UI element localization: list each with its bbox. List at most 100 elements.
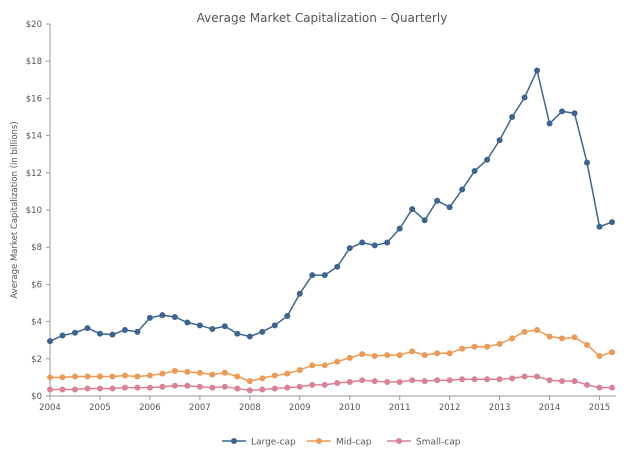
data-point [484,156,491,163]
y-tick-label: $0 [31,392,42,402]
data-point [421,378,428,385]
x-tick-label: 2006 [139,403,161,413]
x-tick-label: 2013 [489,403,511,413]
data-point [284,370,291,377]
data-point [121,384,128,391]
data-point [396,379,403,386]
data-point [534,373,541,380]
data-point [421,352,428,359]
data-point [496,137,503,144]
y-tick-label: $14 [26,132,42,142]
data-point [584,381,591,388]
data-point [246,333,253,340]
data-point [84,325,91,332]
x-tick-label: 2004 [39,403,61,413]
data-point [234,385,241,392]
data-point [559,335,566,342]
data-point [409,348,416,355]
legend-marker [316,438,322,444]
data-point [121,326,128,333]
data-point [346,354,353,361]
legend: Large-cap Mid-cap Small-cap [222,438,461,448]
y-tick-label: $18 [26,57,42,67]
data-point [371,378,378,385]
data-point [146,314,153,321]
data-point [434,377,441,384]
data-point [271,372,278,379]
data-point [71,373,78,380]
data-point [146,372,153,379]
data-point [246,378,253,385]
data-point [596,223,603,230]
data-point [409,377,416,384]
data-point [521,94,528,101]
data-point [521,328,528,335]
x-tick-label: 2014 [539,403,561,413]
data-point [584,341,591,348]
data-point [471,343,478,350]
data-point [134,328,141,335]
chart-title: Average Market Capitalization – Quarterl… [197,11,448,25]
data-point [159,383,166,390]
data-point [496,340,503,347]
series-large-cap [47,67,615,345]
data-point [384,379,391,386]
data-point [221,383,228,390]
data-point [334,358,341,365]
y-tick-label: $20 [26,20,42,30]
data-point [246,387,253,394]
data-point [184,368,191,375]
data-point [396,352,403,359]
data-point [59,386,66,393]
data-point [509,114,516,120]
data-point [571,378,578,385]
x-tick-label: 2005 [89,403,111,413]
data-point [71,329,78,336]
data-point [47,338,53,345]
data-point [309,272,316,279]
data-point [159,312,166,319]
data-point [384,352,391,359]
data-point [296,383,303,390]
x-tick-label: 2012 [439,403,461,413]
data-point [96,385,103,392]
series-mid-cap [47,326,615,385]
series-small-cap [47,373,615,394]
data-point [434,350,441,357]
data-point [184,382,191,389]
y-tick-label: $10 [26,206,42,216]
data-point [521,373,528,380]
data-point [209,371,216,378]
legend-marker [396,438,402,444]
x-tick-label: 2008 [239,403,261,413]
y-tick-label: $16 [26,94,42,104]
data-point [409,206,416,213]
legend-label: Small-cap [416,438,461,448]
legend-item: Mid-cap [307,438,372,448]
data-point [346,379,353,386]
data-point [196,369,203,376]
y-tick-label: $12 [26,169,42,179]
data-point [359,239,366,246]
data-point [321,272,328,279]
plot-area: $0 $2 $4 $6 $8 $10 $12 $14 $16 $18 $20 2004 2005 2006… [26,20,616,413]
data-point [159,370,166,377]
data-point [234,373,241,380]
data-point [371,242,378,249]
data-point [609,219,615,226]
data-point [234,330,241,337]
data-point [459,186,466,193]
data-point [296,366,303,373]
data-point [509,375,516,382]
data-point [196,322,203,329]
data-point [546,120,553,127]
data-point [171,367,178,374]
data-point [334,379,341,386]
y-tick-label: $8 [31,243,42,253]
legend-label: Large-cap [251,438,296,448]
series-line [50,375,612,392]
data-point [334,263,341,270]
data-point [296,290,303,297]
data-point [84,373,91,380]
